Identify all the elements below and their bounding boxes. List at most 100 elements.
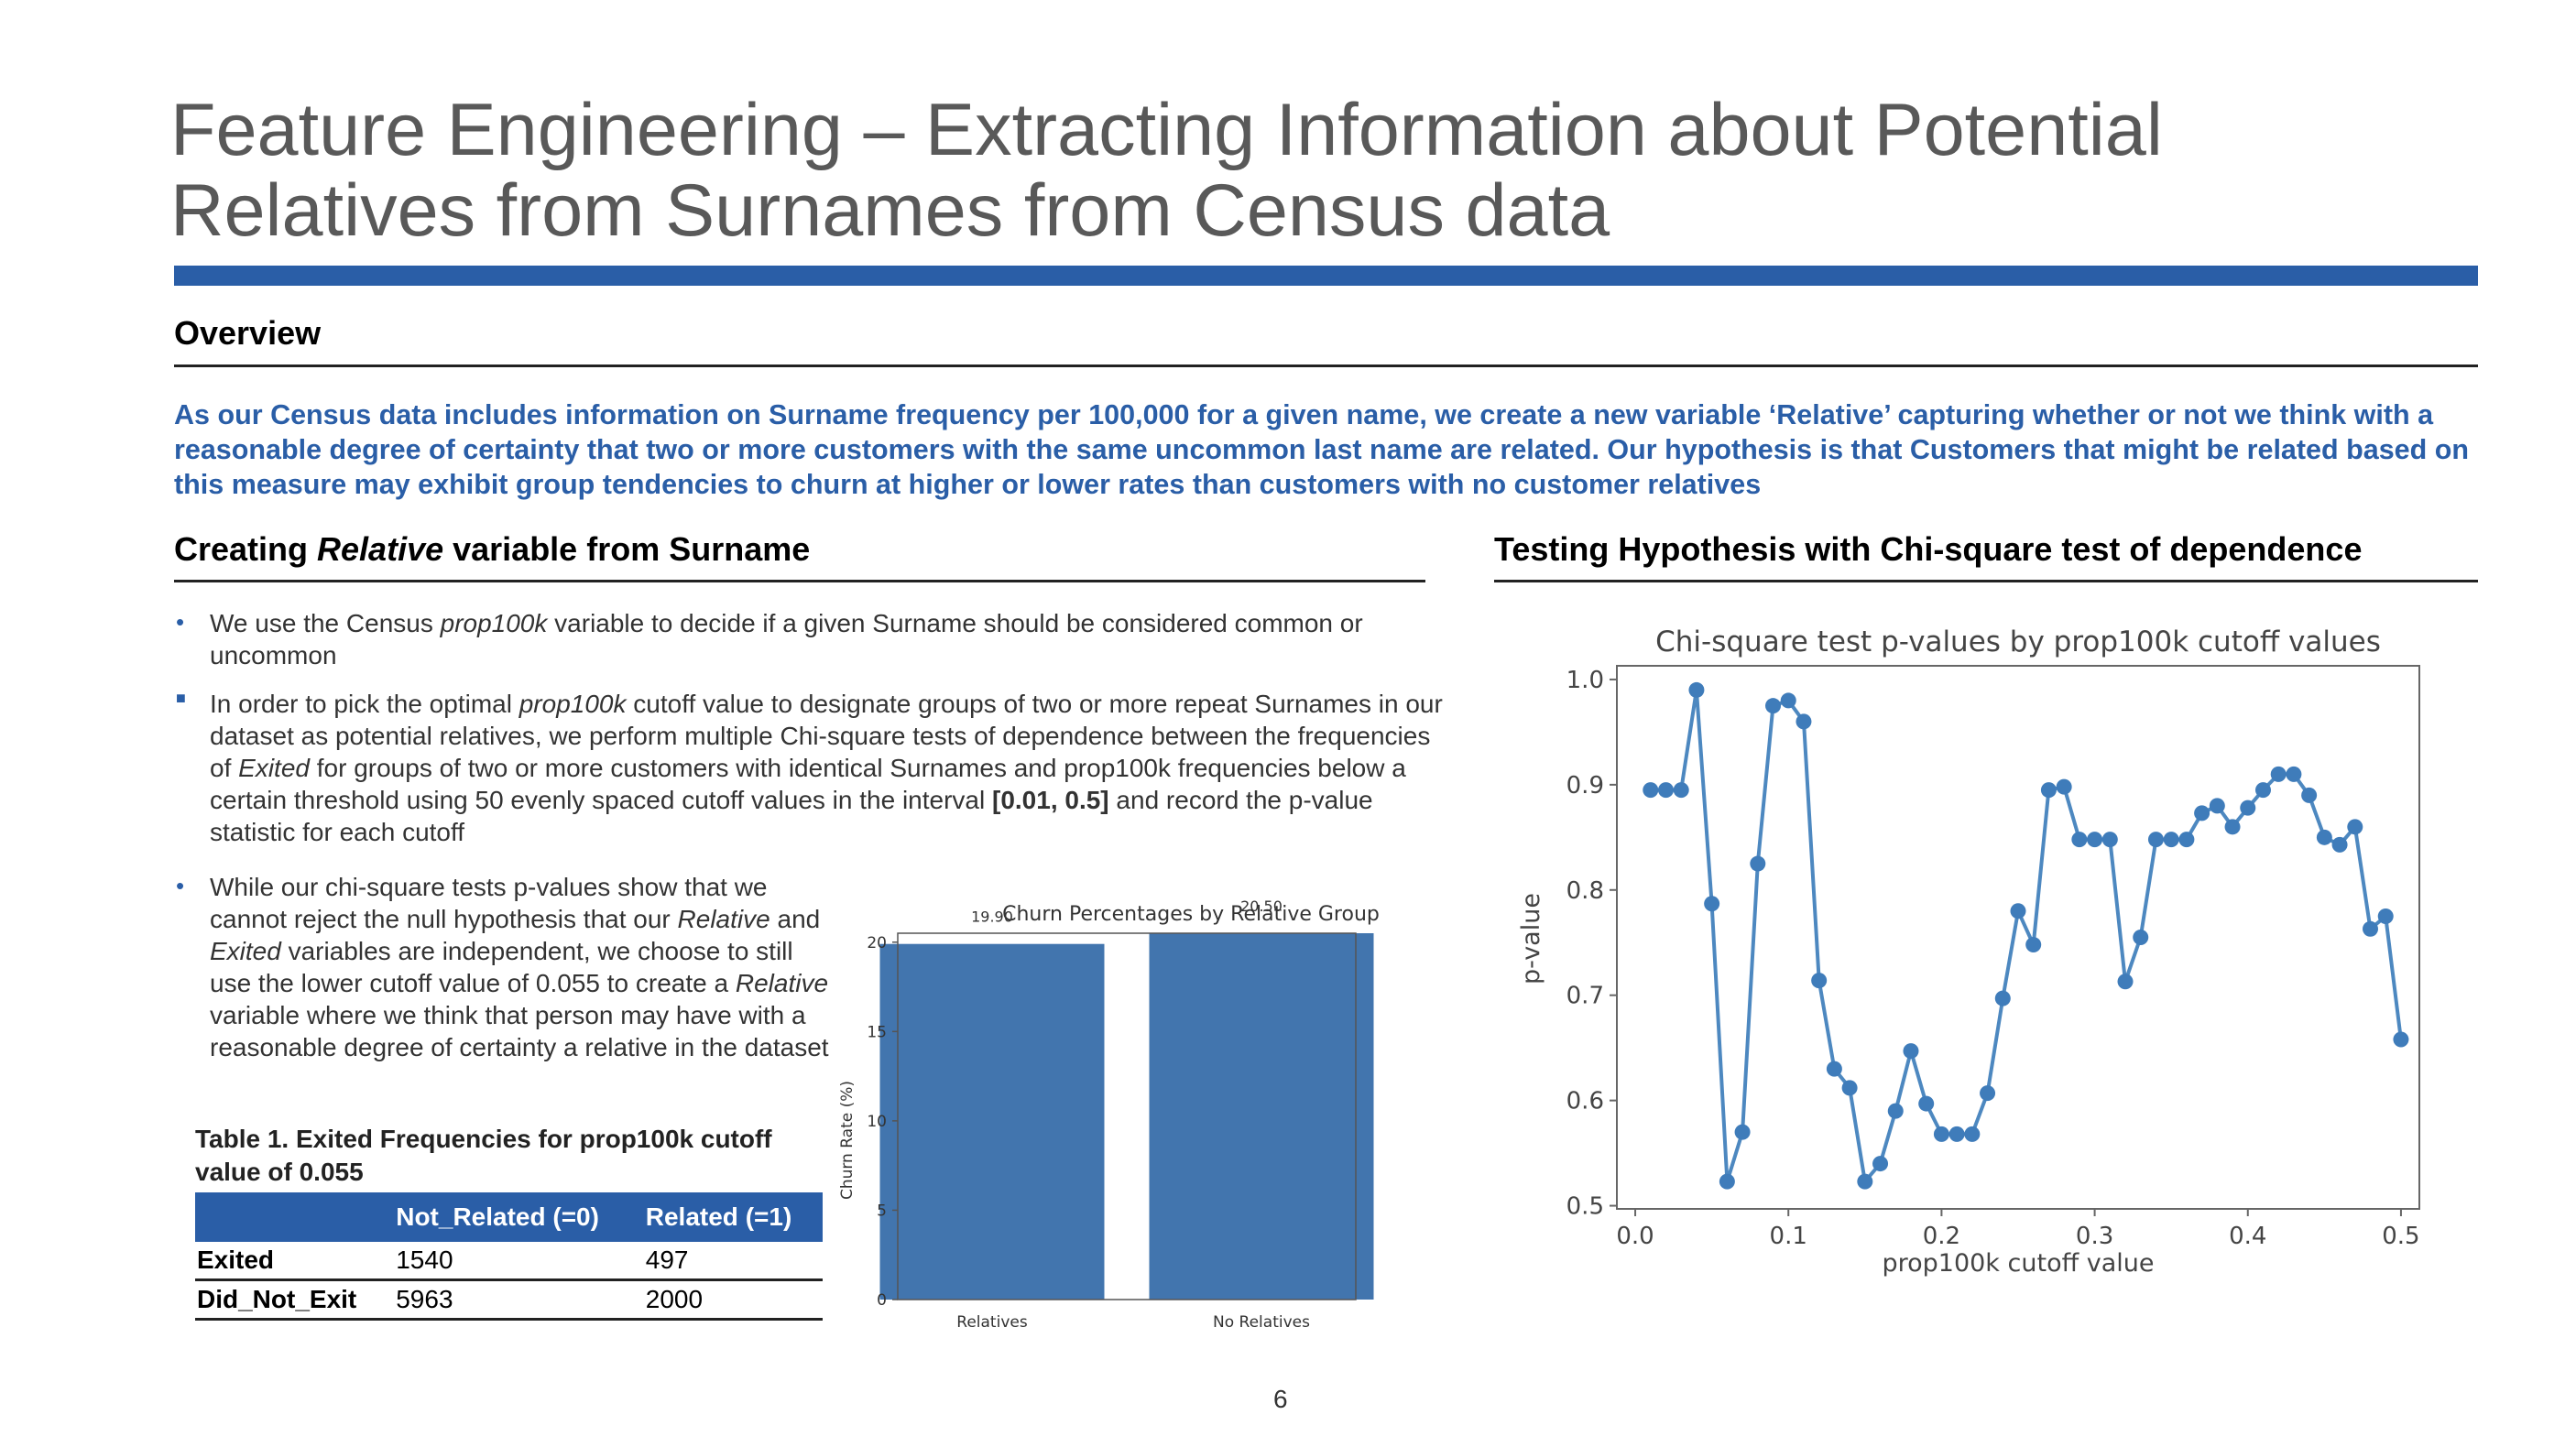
bullet-text: We use the Census: [210, 609, 441, 637]
table-header-cell: Not_Related (=0): [388, 1192, 639, 1242]
line-y-tick-label: 0.7: [1566, 983, 1604, 1010]
bullet-strong: [0.01, 0.5]: [992, 786, 1109, 814]
pvalue-point: [2025, 937, 2042, 953]
pvalue-point: [1980, 1085, 1996, 1102]
table-cell: 1540: [388, 1242, 639, 1281]
bar-y-tick-label: 10: [867, 1113, 887, 1131]
pvalue-point: [1750, 855, 1766, 872]
line-chart-title: Chi-square test p-values by prop100k cut…: [1655, 626, 2381, 658]
line-chart-frame: [1616, 665, 2420, 1210]
pvalue-point: [1657, 782, 1674, 799]
bar-y-tick-label: 15: [867, 1023, 887, 1041]
slide-title: Feature Engineering – Extracting Informa…: [170, 90, 2461, 251]
bar-y-tick-label: 5: [877, 1202, 887, 1220]
right-section-divider: [1494, 580, 2478, 582]
bullet-text: and record the p-value statistic for eac…: [210, 786, 1373, 846]
bullet-text: In order to pick the optimal: [210, 690, 519, 718]
pvalue-point: [2301, 787, 2318, 803]
table-header-cell: [195, 1192, 389, 1242]
pvalue-point: [1918, 1095, 1935, 1112]
bar-chart-frame: [897, 932, 1357, 1300]
pvalue-point: [1964, 1126, 1981, 1142]
table-row-header: Exited: [195, 1242, 389, 1281]
bullet-emphasis: Relative: [677, 905, 770, 933]
bullet-dot-icon: •: [176, 872, 185, 899]
bullet-emphasis: Exited: [210, 937, 281, 965]
pvalue-point: [2178, 832, 2195, 848]
overview-divider: [174, 364, 2478, 367]
pvalue-point: [1872, 1156, 1889, 1172]
line-y-tick-label: 0.9: [1566, 772, 1604, 800]
table-cell: 497: [638, 1242, 823, 1281]
pvalue-point: [1765, 698, 1782, 714]
left-section-divider: [174, 580, 1425, 582]
pvalue-point: [1841, 1080, 1858, 1096]
pvalue-point: [2101, 832, 2118, 848]
pvalue-point: [2331, 836, 2348, 853]
pvalue-point: [2040, 782, 2057, 799]
bullet-text: variable where we think that person may …: [210, 1001, 829, 1061]
bullet-emphasis: prop100k: [518, 690, 627, 718]
bullet-prop100k: We use the Census prop100k variable to d…: [210, 607, 1456, 671]
left-section-heading: Creating Relative variable from Surname: [174, 530, 810, 569]
bullet-text: variable to decide if a given Surname sh…: [210, 609, 1363, 669]
page-number: 6: [1273, 1385, 1288, 1413]
bullet-dot-icon: •: [176, 608, 185, 636]
slide-title-line-1: Feature Engineering – Extracting Informa…: [170, 89, 2163, 171]
bar-data-label: 20.50: [1240, 898, 1283, 915]
pvalue-point: [2087, 832, 2103, 848]
pvalue-point: [1719, 1173, 1735, 1190]
pvalue-point: [1857, 1173, 1873, 1190]
pvalue-point: [2254, 782, 2271, 799]
title-accent-bar: [174, 266, 2478, 286]
pvalue-point: [2147, 832, 2164, 848]
bullet-emphasis: Exited: [238, 754, 310, 782]
bullet-cutoff-method: In order to pick the optimal prop100k cu…: [210, 688, 1456, 848]
table-row-header: Did_Not_Exit: [195, 1279, 389, 1321]
line-y-tick-label: 1.0: [1566, 667, 1604, 694]
pvalue-point: [2010, 903, 2026, 919]
pvalue-point: [2224, 819, 2241, 835]
pvalue-point: [1704, 896, 1720, 912]
pvalue-line: [1650, 688, 2403, 1184]
pvalue-point: [2056, 778, 2072, 795]
pvalue-point: [1811, 973, 1828, 989]
line-y-tick-label: 0.6: [1566, 1088, 1604, 1115]
pvalue-point: [2163, 832, 2179, 848]
line-chart-ylabel: p-value: [1517, 893, 1545, 985]
bar-x-tick-label: Relatives: [956, 1313, 1028, 1332]
bullet-emphasis: Relative: [735, 969, 829, 997]
bar-y-tick-label: 0: [877, 1291, 887, 1310]
bar-x-tick-label: No Relatives: [1213, 1313, 1310, 1332]
table-row: Exited 1540 497: [195, 1242, 823, 1281]
pvalue-point: [2194, 805, 2210, 821]
bar-data-label: 19.90: [971, 908, 1013, 926]
bullet-emphasis: prop100k: [440, 609, 548, 637]
right-section-heading: Testing Hypothesis with Chi-square test …: [1494, 530, 2363, 568]
line-x-tick-label: 0.0: [1616, 1223, 1654, 1250]
pvalue-point: [2286, 766, 2302, 782]
bullet-square-icon: ■: [176, 689, 186, 707]
table-header-row: Not_Related (=0) Related (=1): [195, 1192, 823, 1242]
line-x-tick-label: 0.5: [2382, 1223, 2419, 1250]
pvalue-point: [1643, 782, 1659, 799]
left-heading-emphasis: Relative: [317, 530, 444, 568]
line-chart-xlabel: prop100k cutoff value: [1882, 1249, 2154, 1278]
left-heading-prefix: Creating: [174, 530, 318, 568]
bullet-text: for groups of two or more customers with…: [210, 754, 1406, 814]
bar-no-relatives: [1149, 933, 1374, 1300]
pvalue-point: [1688, 681, 1705, 698]
pvalue-point: [2347, 819, 2363, 835]
line-y-tick-label: 0.8: [1566, 877, 1604, 905]
pvalue-point: [2209, 798, 2225, 814]
pvalue-point: [1734, 1124, 1751, 1140]
pvalue-point: [1887, 1103, 1904, 1119]
pvalue-point: [2316, 829, 2332, 845]
pvalue-point: [2071, 832, 2088, 848]
pvalue-point: [1826, 1061, 1842, 1077]
pvalue-point: [2363, 920, 2379, 937]
line-series: [1643, 681, 2409, 1190]
bullet-text: and: [770, 905, 821, 933]
churn-bar-chart: Churn Percentages by Relative Group Chur…: [838, 898, 1380, 1332]
bar-series: 19.90 20.50: [879, 898, 1374, 1300]
